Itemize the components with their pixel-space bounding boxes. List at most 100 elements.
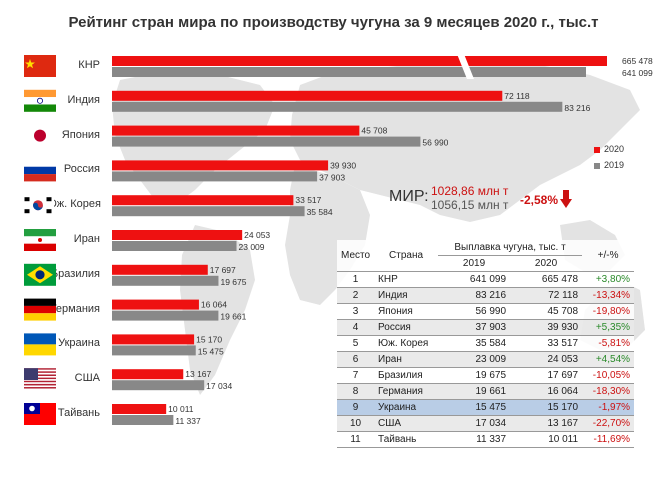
value-label-2020-11: 10 011 [168, 404, 194, 414]
table-body: 1 КНР 641 099 665 478 +3,80% 2 Индия 83 216 72 1… [337, 271, 635, 448]
bar-2019-6 [112, 241, 237, 251]
cell-change: -13,34% [582, 287, 635, 304]
bar-2019-10 [112, 380, 205, 391]
cell-change: -22,70% [582, 415, 635, 432]
world-total: МИР: 1028,86 млн т 1056,15 млн т [389, 184, 508, 212]
value-label-2019-2: 83 216 [564, 103, 590, 113]
value-label-2019-8: 19 661 [220, 312, 246, 322]
cell-country: Германия [374, 383, 439, 400]
legend-2019-label: 2019 [604, 160, 625, 170]
taiwan-flag [24, 403, 56, 425]
cell-change: +5,35% [582, 319, 635, 336]
value-label-2019-6: 23 009 [239, 242, 265, 252]
ukraine-flag [24, 333, 56, 356]
country-label-10: США [74, 372, 100, 385]
cell-country: Юж. Корея [374, 335, 439, 352]
table-row: 4 Россия 37 903 39 930 +5,35% [337, 319, 635, 336]
cell-2019: 23 009 [438, 351, 511, 368]
cell-change: -5,81% [582, 335, 635, 352]
value-label-2020-4: 39 930 [330, 160, 356, 170]
cell-change: -1,97% [582, 399, 635, 416]
cell-2020: 39 930 [510, 319, 583, 336]
table-row: 8 Германия 19 661 16 064 -18,30% [337, 383, 635, 400]
cell-2020: 15 170 [510, 399, 583, 416]
header-output: Выплавка чугуна, тыс. т [438, 240, 583, 256]
axis-break-mark [457, 54, 474, 79]
country-label-7: Бразилия [50, 267, 100, 280]
cell-country: Япония [374, 303, 439, 320]
cell-2019: 641 099 [438, 271, 511, 288]
cell-2020: 24 053 [510, 351, 583, 368]
cell-country: Россия [374, 319, 439, 336]
cell-rank: 5 [337, 335, 375, 352]
bar-2019-2 [112, 101, 563, 112]
chart-title: Рейтинг стран мира по производству чугун… [68, 14, 599, 31]
value-label-2019-1: 641 099 [622, 68, 653, 78]
legend-2020-swatch [594, 146, 600, 153]
cell-change: -10,05% [582, 367, 635, 384]
table-header-row: Место Страна Выплавка чугуна, тыс. т +/-… [337, 240, 635, 272]
bar-2019-7 [112, 275, 219, 286]
bar-2020-4 [112, 160, 329, 171]
usa-flag [24, 368, 56, 391]
cell-2019: 37 903 [438, 319, 511, 336]
table-row: 7 Бразилия 19 675 17 697 -10,05% [337, 367, 635, 384]
country-label-5: Юж. Корея [45, 198, 101, 211]
value-label-2020-5: 33 517 [295, 195, 321, 205]
cell-country: Украина [374, 399, 439, 416]
down-arrow-icon [560, 190, 572, 208]
table-row: 9 Украина 15 475 15 170 -1,97% [337, 399, 635, 416]
header-change: +/-% [582, 240, 635, 272]
value-label-2019-11: 11 337 [175, 416, 201, 426]
bar-2019-8 [112, 310, 219, 321]
cell-country: КНР [374, 271, 439, 288]
legend-2020-label: 2020 [604, 144, 625, 154]
bar-2020-3 [112, 125, 360, 136]
cell-2020: 13 167 [510, 415, 583, 432]
cell-2020: 10 011 [510, 431, 583, 448]
bar-2020-7 [112, 264, 208, 275]
bar-2019-1 [112, 67, 586, 77]
cell-country: Тайвань [374, 431, 439, 448]
cell-2020: 665 478 [510, 271, 583, 288]
country-label-9: Украина [58, 337, 100, 350]
value-label-2020-9: 15 170 [196, 334, 222, 344]
country-label-2: Индия [67, 93, 100, 106]
table-row: 6 Иран 23 009 24 053 +4,54% [337, 351, 635, 368]
value-label-2020-10: 13 167 [185, 369, 211, 379]
bar-2019-3 [112, 136, 421, 147]
value-label-2019-4: 37 903 [319, 172, 345, 182]
bar-2020-2 [112, 90, 503, 101]
table-row: 3 Япония 56 990 45 708 -19,80% [337, 303, 635, 320]
table-row: 5 Юж. Корея 35 584 33 517 -5,81% [337, 335, 635, 352]
cell-2020: 72 118 [510, 287, 583, 304]
table-row: 2 Индия 83 216 72 118 -13,34% [337, 287, 635, 304]
india-flag [24, 89, 56, 112]
header-country: Страна [374, 240, 439, 272]
south-korea-flag [22, 194, 54, 217]
bar-2020-11 [112, 404, 167, 414]
country-label-6: Иран [73, 233, 100, 245]
cell-2020: 17 697 [510, 367, 583, 384]
bar-2020-1 [112, 56, 607, 66]
cell-rank: 10 [337, 415, 375, 432]
cell-2019: 11 337 [438, 431, 511, 448]
cell-change: -19,80% [582, 303, 635, 320]
china-flag [24, 55, 56, 77]
cell-change: -11,69% [582, 431, 635, 448]
russia-flag [24, 159, 56, 182]
cell-2020: 45 708 [510, 303, 583, 320]
value-label-2019-9: 15 475 [198, 346, 224, 356]
bar-2019-9 [112, 345, 196, 356]
value-label-2020-2: 72 118 [504, 91, 530, 101]
cell-change: +3,80% [582, 271, 635, 288]
country-label-3: Япония [61, 128, 100, 141]
cell-2019: 19 675 [438, 367, 511, 384]
header-2020: 2020 [510, 255, 583, 272]
cell-country: Индия [374, 287, 439, 304]
value-label-2020-8: 16 064 [201, 300, 227, 310]
legend-2020: 2020 [594, 144, 624, 154]
value-label-2019-7: 19 675 [220, 277, 246, 287]
header-rank: Место [337, 240, 375, 272]
